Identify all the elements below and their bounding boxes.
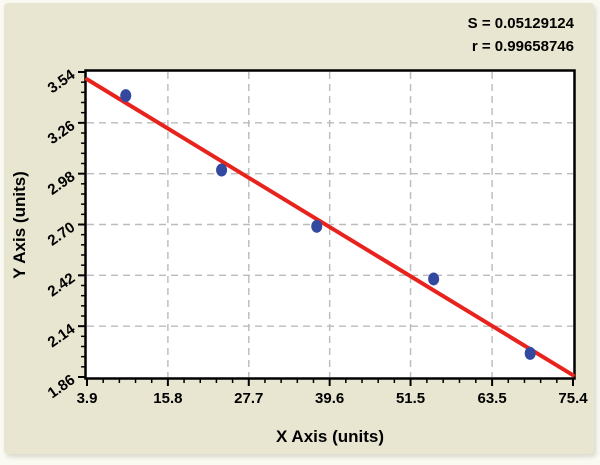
data-point — [120, 89, 132, 103]
y-tick-label: 1.86 — [45, 371, 79, 402]
regression-line — [85, 77, 575, 378]
data-point — [311, 219, 323, 233]
data-point — [524, 346, 536, 360]
x-tick-label: 75.4 — [558, 390, 588, 407]
fit-statistics: S = 0.05129124 r = 0.99658746 — [468, 12, 574, 58]
stat-standard-error: S = 0.05129124 — [467, 15, 574, 32]
y-tick-label: 3.54 — [45, 66, 79, 97]
data-point — [428, 272, 440, 286]
x-tick-label: 27.7 — [234, 390, 263, 407]
plot-frame — [84, 69, 576, 380]
x-tick-label: 3.9 — [77, 390, 98, 407]
y-tick-label: 2.98 — [45, 168, 79, 199]
x-tick-label: 51.5 — [396, 390, 425, 407]
x-tick-label: 63.5 — [478, 390, 507, 407]
y-tick-label: 2.42 — [45, 270, 79, 301]
y-tick-label: 2.70 — [45, 219, 79, 250]
stat-correlation: r = 0.99658746 — [471, 38, 574, 55]
x-tick-label: 15.8 — [153, 390, 182, 407]
x-axis-title: X Axis (units) — [276, 427, 384, 446]
x-tick-label: 39.6 — [315, 390, 344, 407]
y-tick-label: 3.26 — [45, 117, 79, 148]
y-tick-label: 2.14 — [45, 320, 79, 351]
data-point — [216, 163, 228, 177]
